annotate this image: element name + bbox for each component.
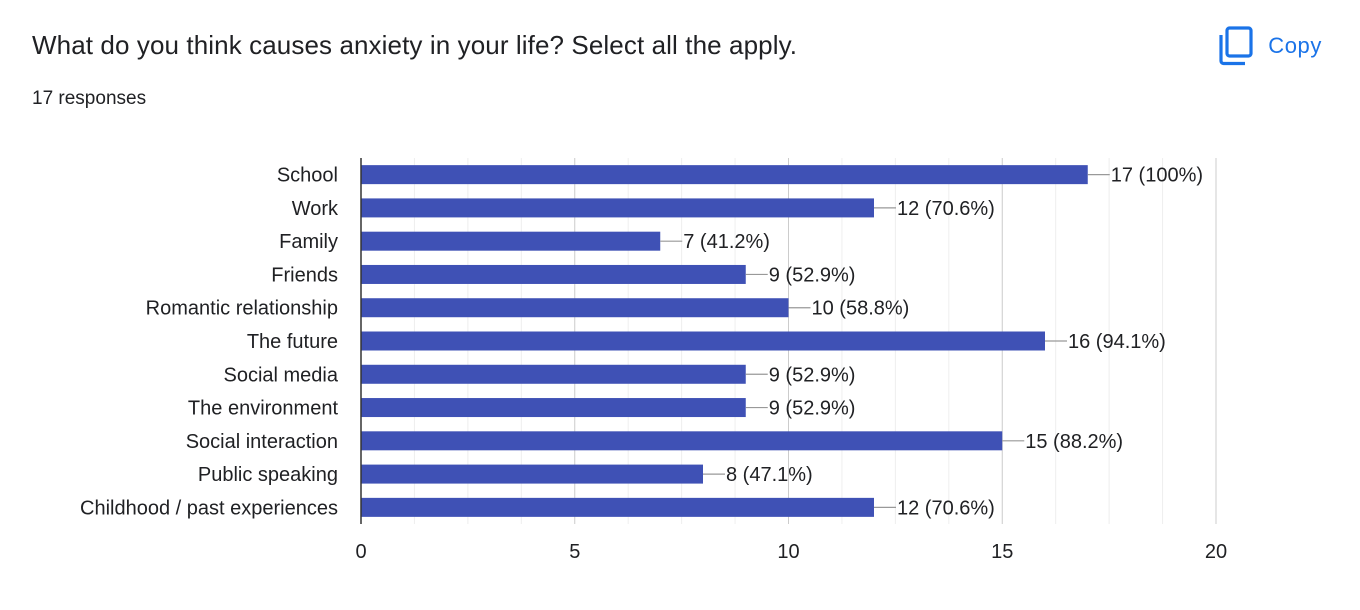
response-count: 17 responses	[32, 88, 147, 109]
bar	[361, 331, 1045, 351]
data-label: 7 (41.2%)	[683, 231, 770, 253]
question-title: What do you think causes anxiety in your…	[32, 30, 798, 60]
bar	[361, 364, 746, 384]
x-tick-label: 20	[1205, 541, 1227, 563]
data-label: 12 (70.6%)	[897, 198, 995, 220]
category-label: The environment	[188, 398, 339, 420]
bar	[361, 231, 661, 251]
bar	[361, 431, 1003, 451]
category-label: Friends	[271, 264, 338, 286]
data-label: 16 (94.1%)	[1068, 331, 1166, 353]
category-label: Public speaking	[198, 464, 338, 486]
x-tick-label: 10	[777, 541, 799, 563]
data-label: 12 (70.6%)	[897, 497, 995, 519]
copy-icon	[1219, 26, 1253, 66]
data-label: 9 (52.9%)	[769, 264, 856, 286]
category-label: Family	[279, 231, 338, 253]
bar-chart: School 17 (100%) Work 12 (70.6%) Family 7 (41…	[80, 158, 1227, 563]
category-label: Social interaction	[186, 431, 338, 453]
bar	[361, 298, 789, 318]
data-label: 9 (52.9%)	[769, 364, 856, 386]
bar	[361, 398, 746, 418]
x-tick-label: 5	[569, 541, 580, 563]
data-label: 8 (47.1%)	[726, 464, 813, 486]
x-tick-label: 0	[355, 541, 366, 563]
category-label: School	[277, 165, 338, 187]
category-label: Childhood / past experiences	[80, 497, 338, 519]
category-label: Work	[292, 198, 339, 220]
bar	[361, 464, 703, 484]
data-label: 15 (88.2%)	[1025, 431, 1123, 453]
category-label: Romantic relationship	[146, 298, 338, 320]
bar	[361, 264, 746, 284]
data-label: 17 (100%)	[1111, 165, 1203, 187]
bar	[361, 198, 874, 218]
category-label: The future	[247, 331, 338, 353]
copy-button[interactable]: Copy	[1218, 26, 1322, 66]
bar	[361, 497, 874, 517]
copy-label: Copy	[1268, 33, 1322, 58]
bar	[361, 165, 1088, 185]
data-label: 10 (58.8%)	[812, 298, 910, 320]
data-label: 9 (52.9%)	[769, 398, 856, 420]
x-tick-label: 15	[991, 541, 1013, 563]
category-label: Social media	[223, 364, 338, 386]
